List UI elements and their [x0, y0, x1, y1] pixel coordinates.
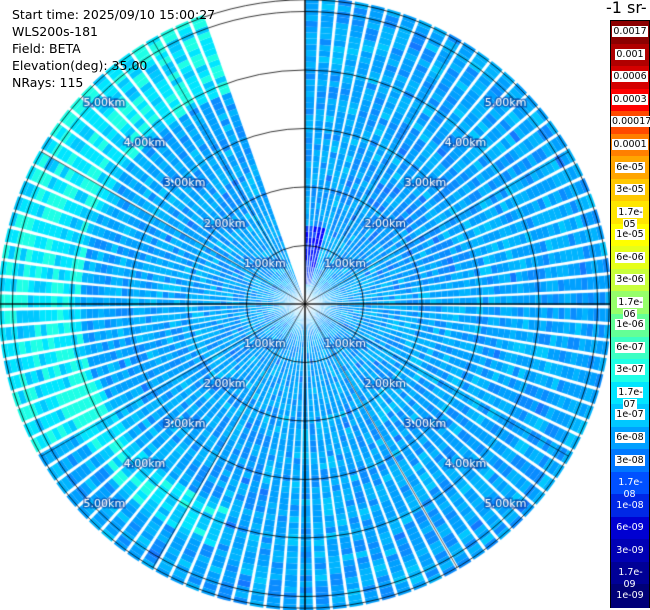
colorbar-tick-label: 3e-06	[615, 274, 645, 286]
colorbar-swatch	[611, 539, 649, 563]
colorbar-tick-label: 3e-05	[615, 184, 645, 196]
scan-info-panel: Start time: 2025/09/10 15:00:27 WLS200s-…	[12, 6, 215, 91]
colorbar-swatch	[611, 516, 649, 540]
colorbar-tick-label: 0.0006	[612, 71, 648, 83]
colorbar-swatch	[611, 494, 649, 518]
nrays-text: NRays: 115	[12, 75, 84, 90]
colorbar-tick-label: 3e-08	[615, 454, 645, 466]
colorbar-tick-label: 1.7e-06	[617, 296, 643, 320]
colorbar-tick-label: 1.7e-09	[618, 567, 643, 591]
colorbar-tick-label: 1.7e-05	[617, 206, 643, 230]
elevation-text: Elevation(deg): 35.00	[12, 58, 148, 73]
colorbar-tick-label: 1.7e-07	[617, 386, 643, 410]
colorbar-tick-label: 1.7e-08	[618, 477, 643, 501]
colorbar-swatch	[611, 584, 649, 608]
colorbar-tick-label: 1e-06	[615, 319, 645, 331]
field-text: Field: BETA	[12, 41, 81, 56]
colorbar-units-title: -1 sr-	[606, 0, 647, 17]
colorbar-tick-label: 1e-08	[616, 499, 644, 511]
colorbar-tick-label: 6e-06	[615, 251, 645, 263]
colorbar-tick-label: 0.0003	[612, 93, 648, 105]
instrument-name-text: WLS200s-181	[12, 24, 98, 39]
colorbar-tick-label: 3e-07	[615, 364, 645, 376]
colorbar-tick-label: 3e-09	[616, 544, 644, 556]
colorbar-tick-label: 6e-08	[615, 431, 645, 443]
colorbar-swatch	[611, 471, 649, 495]
colorbar-tick-label: 6e-09	[616, 522, 644, 534]
colorbar-tick-label: 0.00017	[611, 116, 650, 128]
colorbar-tick-label: 6e-07	[615, 341, 645, 353]
ppi-scan-plot	[0, 0, 610, 610]
colorbar-legend: 0.0017 0.001 0.0006 0.0003 0.00017 0.0001 6e-0…	[610, 20, 650, 608]
colorbar-tick-label: 0.0001	[612, 138, 648, 150]
colorbar-tick-label: 1e-09	[616, 589, 644, 601]
colorbar-tick-label: 0.0017	[612, 26, 648, 38]
colorbar-tick-label: 1e-05	[615, 229, 645, 241]
colorbar-swatch	[611, 561, 649, 586]
colorbar-tick-label: 6e-05	[615, 161, 645, 173]
colorbar-tick-label: 1e-07	[615, 409, 645, 421]
colorbar-tick-label: 0.001	[615, 48, 645, 60]
start-time-text: Start time: 2025/09/10 15:00:27	[12, 7, 216, 22]
